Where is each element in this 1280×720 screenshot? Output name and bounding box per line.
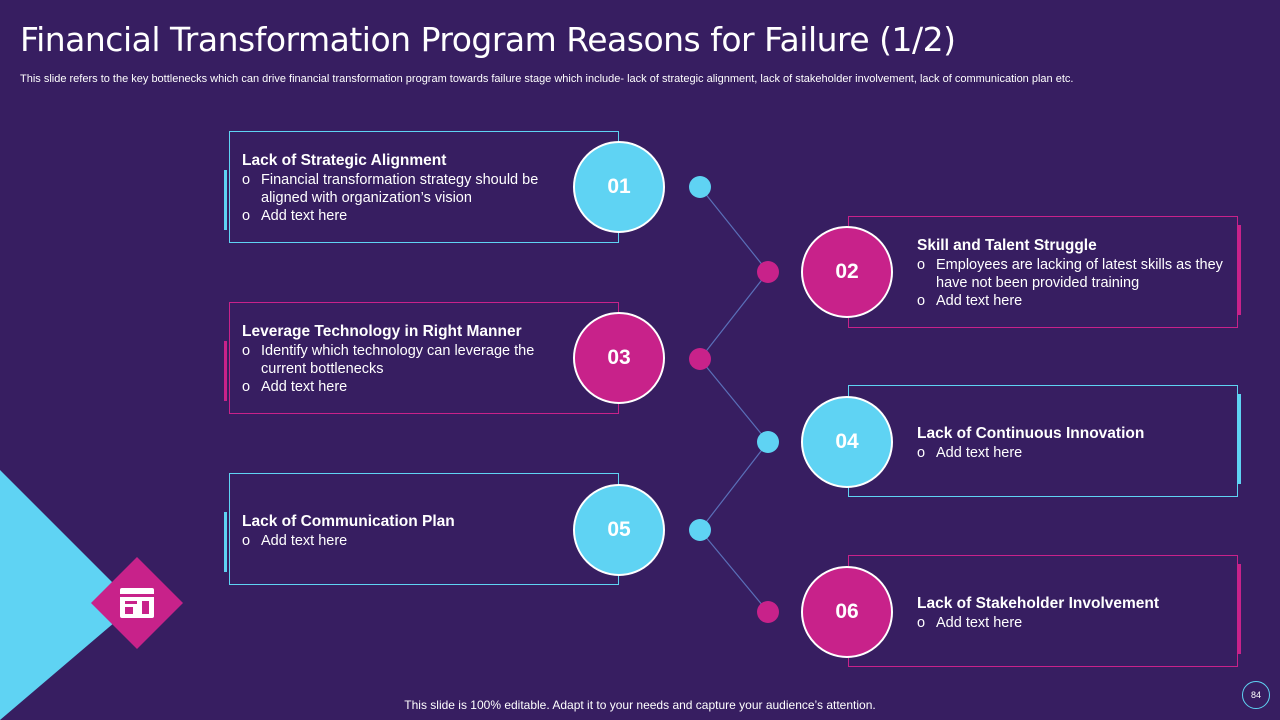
list-item: o Add text here xyxy=(242,208,348,224)
connector-dot xyxy=(689,348,711,370)
step-number-01: 01 xyxy=(573,141,665,233)
list-item: o Add text here xyxy=(917,293,1023,309)
list-item: o Identify which technology can leverage … xyxy=(242,343,535,377)
step-number-06: 06 xyxy=(801,566,893,658)
step-title: Lack of Strategic Alignment xyxy=(242,152,447,169)
list-item: o Add text here xyxy=(242,533,348,549)
accent-bar xyxy=(1238,564,1241,654)
connector-dot xyxy=(757,601,779,623)
accent-bar xyxy=(224,170,227,230)
list-item: o Add text here xyxy=(917,615,1023,631)
step-box-04: Lack of Continuous Innovation o Add text … xyxy=(848,385,1241,497)
step-number-02: 02 xyxy=(801,226,893,318)
step-box-02: Skill and Talent Struggle o Employees are… xyxy=(848,216,1241,328)
step-box-06: Lack of Stakeholder Involvement o Add tex… xyxy=(848,555,1241,667)
step-number-04: 04 xyxy=(801,396,893,488)
list-item: o Employees are lacking of latest skills … xyxy=(917,257,1223,291)
page-number-badge: 84 xyxy=(1242,681,1270,709)
accent-bar xyxy=(1238,225,1241,315)
slide-subtitle: This slide refers to the key bottlenecks… xyxy=(20,73,1074,85)
list-item: o Financial transformation strategy shoul… xyxy=(242,172,539,206)
accent-bar xyxy=(224,512,227,572)
connector-dot xyxy=(757,261,779,283)
step-box-05: Lack of Communication Plan o Add text her… xyxy=(224,473,619,585)
step-title: Skill and Talent Struggle xyxy=(917,237,1097,254)
decorative-corner xyxy=(0,470,183,720)
list-item: o Add text here xyxy=(242,379,348,395)
connector-dot xyxy=(689,176,711,198)
step-box-03: Leverage Technology in Right Manner o Ide… xyxy=(224,302,619,414)
step-box-01: Lack of Strategic Alignment o Financial t… xyxy=(224,131,619,243)
corner-triangle xyxy=(0,470,135,720)
step-title: Leverage Technology in Right Manner xyxy=(242,323,522,340)
step-number-03: 03 xyxy=(573,312,665,404)
step-title: Lack of Communication Plan xyxy=(242,513,455,530)
step-number-05: 05 xyxy=(573,484,665,576)
calendar-icon xyxy=(120,588,154,618)
connector-dot xyxy=(757,431,779,453)
step-title: Lack of Stakeholder Involvement xyxy=(917,595,1160,612)
list-item: o Add text here xyxy=(917,445,1023,461)
slide-title: Financial Transformation Program Reasons… xyxy=(20,20,956,59)
step-title: Lack of Continuous Innovation xyxy=(917,425,1145,442)
accent-bar xyxy=(224,341,227,401)
slide-footer: This slide is 100% editable. Adapt it to… xyxy=(404,698,876,712)
accent-bar xyxy=(1238,394,1241,484)
connector-dot xyxy=(689,519,711,541)
